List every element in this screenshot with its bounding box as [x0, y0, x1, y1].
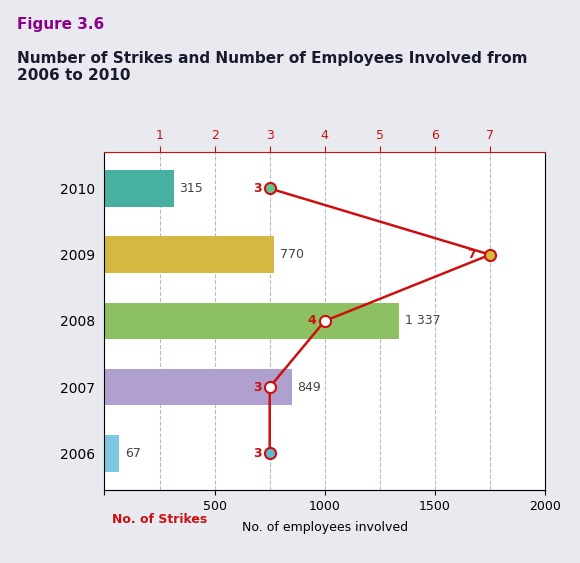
Bar — [104, 170, 174, 207]
Text: 3: 3 — [253, 182, 262, 195]
Bar — [104, 236, 274, 273]
Text: 7: 7 — [467, 248, 476, 261]
Bar — [104, 369, 292, 405]
Text: 770: 770 — [280, 248, 303, 261]
Text: Number of Strikes and Number of Employees Involved from
2006 to 2010: Number of Strikes and Number of Employee… — [17, 51, 528, 83]
Text: 3: 3 — [253, 447, 262, 460]
Text: 1 337: 1 337 — [405, 314, 440, 328]
Text: No. of Strikes: No. of Strikes — [112, 513, 207, 526]
Bar — [104, 435, 119, 472]
Text: 315: 315 — [179, 182, 203, 195]
Text: 849: 849 — [297, 381, 321, 394]
Text: Figure 3.6: Figure 3.6 — [17, 17, 104, 32]
Text: 3: 3 — [253, 381, 262, 394]
Text: 67: 67 — [125, 447, 140, 460]
X-axis label: No. of employees involved: No. of employees involved — [242, 521, 408, 534]
Text: 4: 4 — [308, 314, 317, 328]
Bar — [104, 303, 399, 339]
